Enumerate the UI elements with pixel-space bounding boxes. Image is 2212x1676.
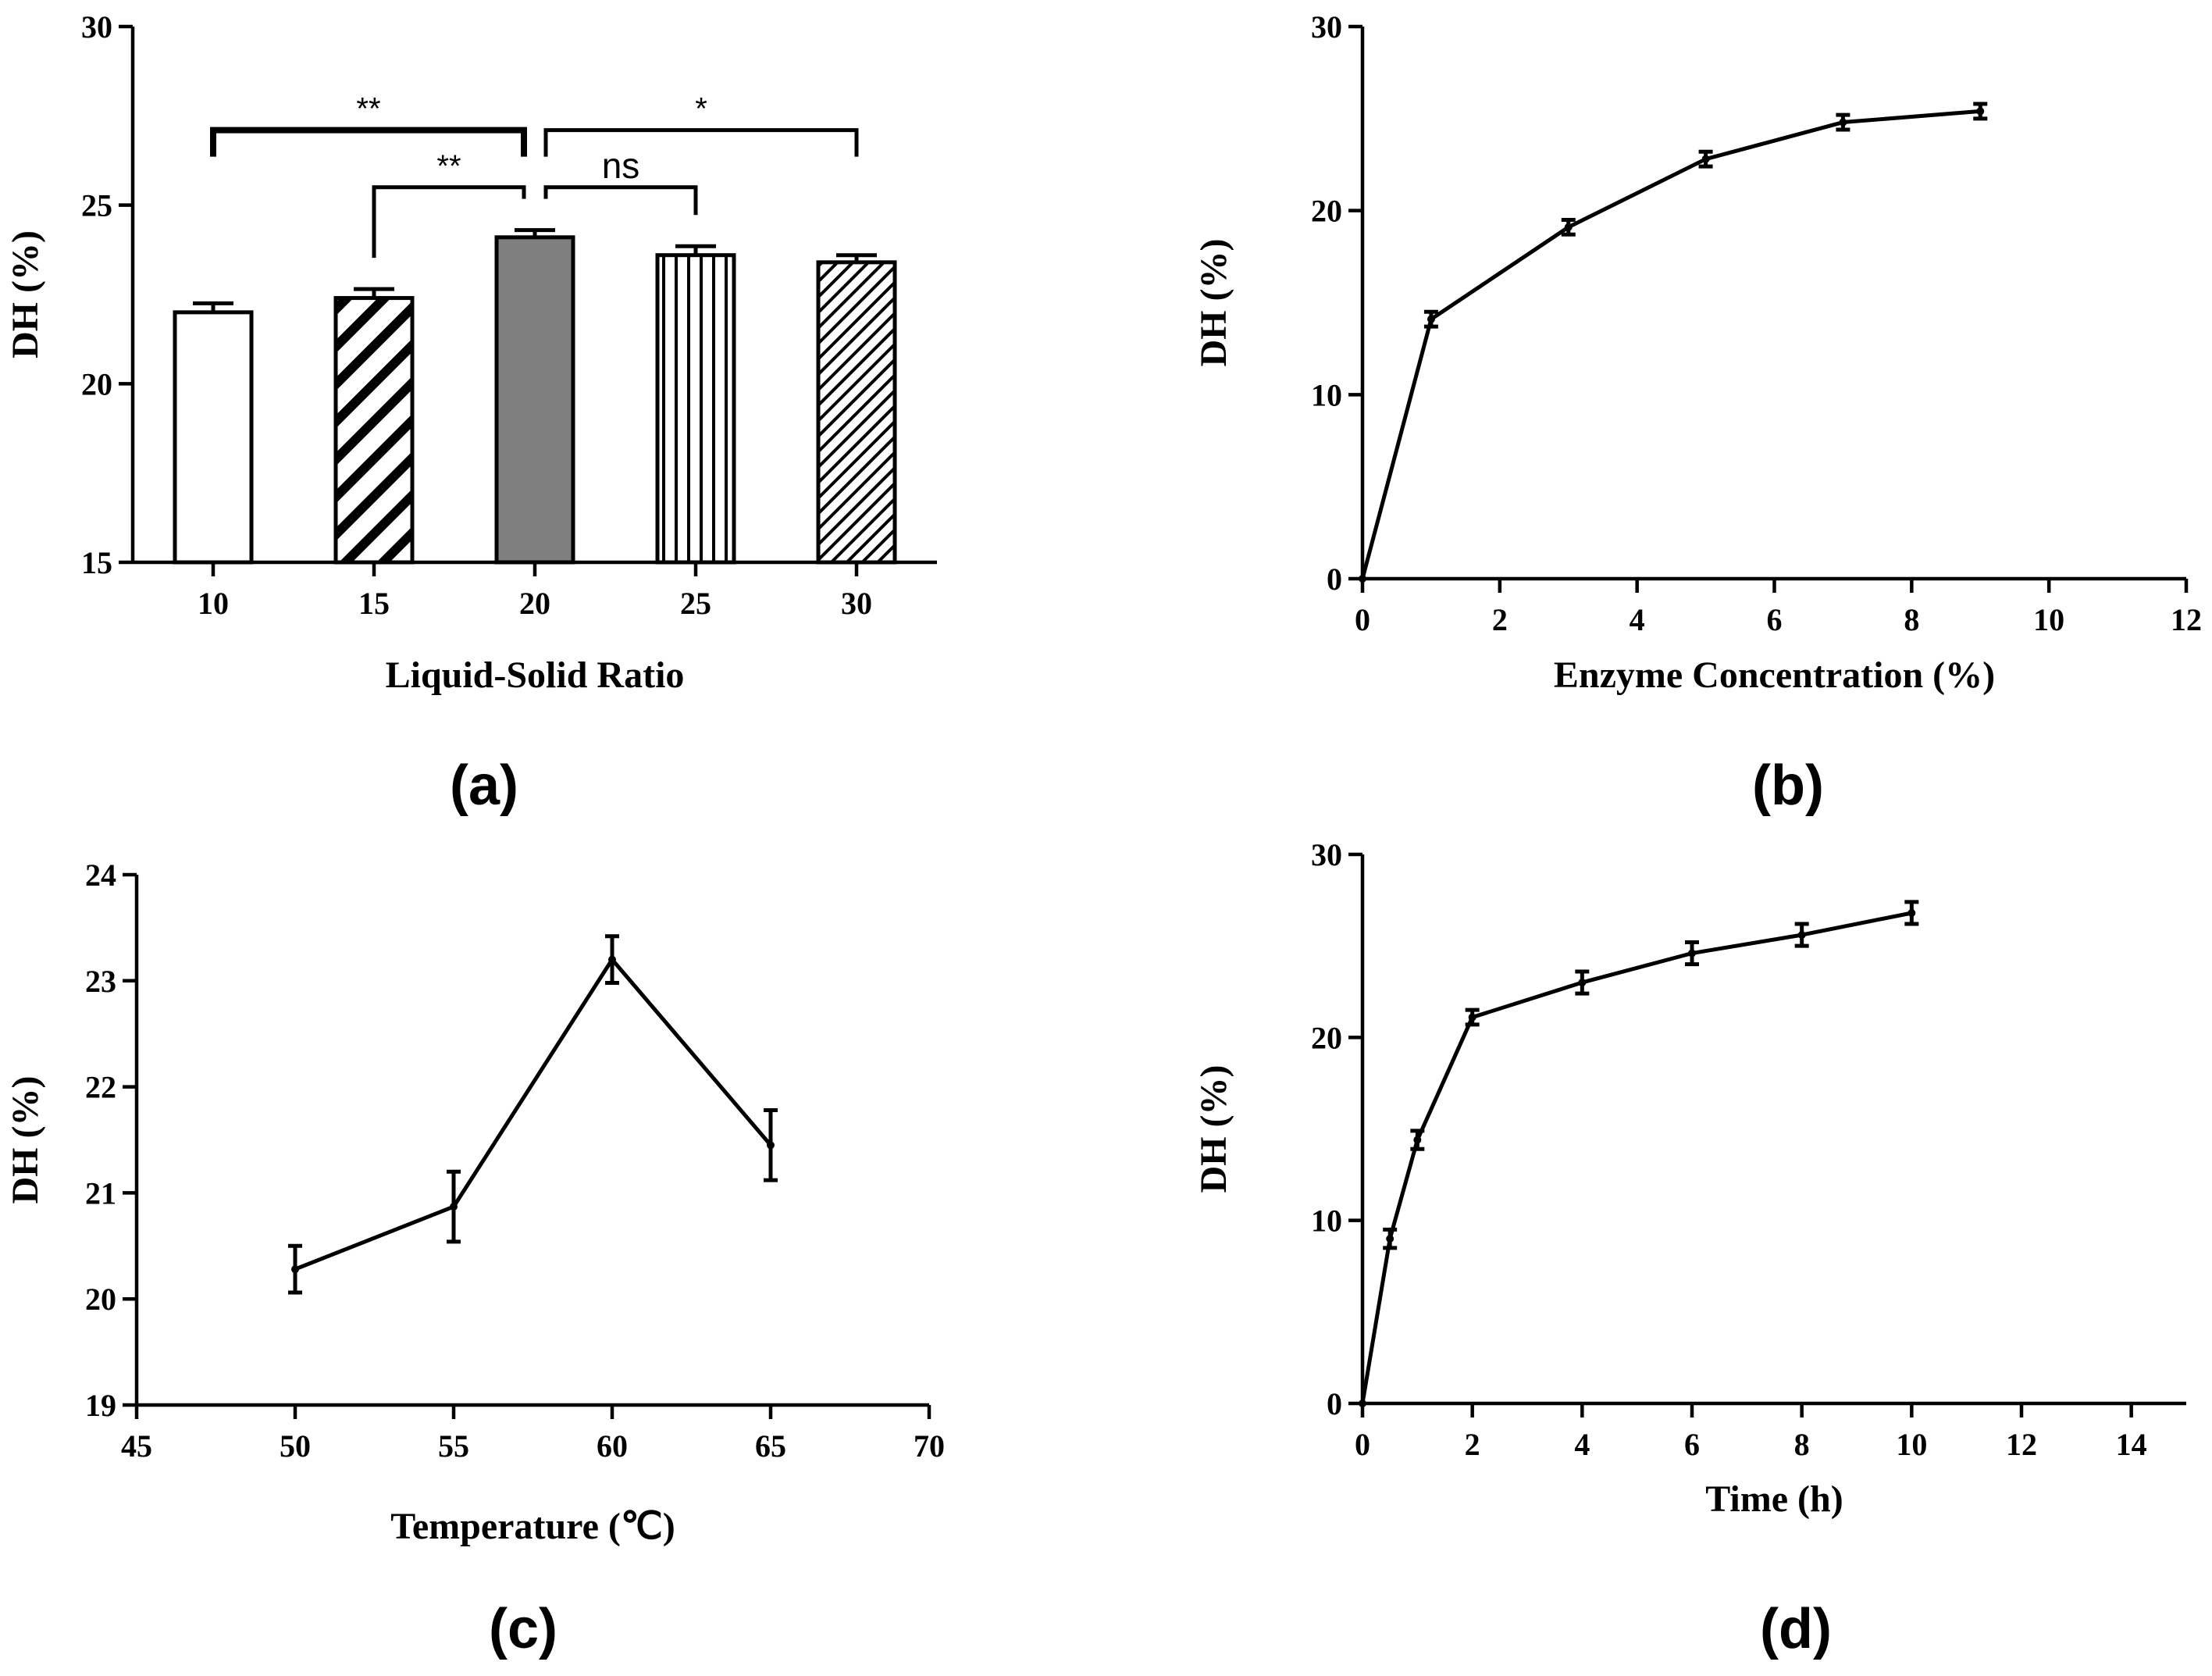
panel-b-chart: 0 2 4 6 8 10 12 0 10 20 30 Enzyme Concentration (%)…	[1193, 9, 2202, 817]
data-point	[1359, 575, 1366, 583]
panel-label: (d)	[1760, 1598, 1832, 1660]
data-point	[1413, 1136, 1422, 1144]
y-tick-label: 22	[85, 1070, 116, 1105]
data-point	[1564, 223, 1573, 231]
data-point	[1797, 931, 1806, 940]
y-tick-label: 23	[85, 964, 116, 999]
x-tick-label: 12	[2006, 1427, 2037, 1462]
y-tick-label: 15	[81, 545, 112, 580]
x-tick-label: 10	[1896, 1427, 1927, 1462]
y-tick-label: 10	[1311, 377, 1342, 412]
y-tick-label: 30	[1311, 837, 1342, 872]
data-point	[1578, 979, 1587, 987]
x-tick-label: 14	[2116, 1427, 2147, 1462]
y-tick-label: 20	[85, 1282, 116, 1317]
data-point	[450, 1203, 458, 1211]
data-point	[1701, 155, 1710, 163]
data-point	[767, 1141, 775, 1150]
panel-d-chart: 0 2 4 6 8 10 12 14 0 10 20 30 Time (h) DH (%) (d)	[1193, 837, 2186, 1660]
series-line	[294, 957, 772, 1271]
x-tick-label: 0	[1355, 1427, 1370, 1462]
x-tick-label: 12	[2171, 602, 2202, 637]
x-tick-label: 2	[1492, 602, 1508, 637]
data-point	[1468, 1013, 1476, 1022]
significance-bracket	[543, 128, 859, 157]
y-tick-label: 0	[1327, 562, 1342, 597]
y-tick-label: 30	[1311, 9, 1342, 45]
series-line	[1360, 109, 1981, 579]
bar	[655, 253, 736, 565]
x-axis-title: Enzyme Concentration (%)	[1554, 654, 1995, 696]
y-axis-title: DH (%)	[1193, 1065, 1234, 1193]
x-tick-label: 4	[1574, 1427, 1590, 1462]
x-tick-label: 70	[914, 1428, 945, 1464]
significance-bracket	[210, 127, 527, 157]
y-tick-label: 30	[81, 9, 112, 45]
panel-c-chart: 45 50 55 60 65 70 19 20 21 22 23 24 Temperature (℃) D…	[5, 858, 945, 1660]
x-tick-label: 6	[1684, 1427, 1700, 1462]
y-tick-label: 24	[85, 858, 116, 893]
x-tick-label: 8	[1904, 602, 1919, 637]
bar	[173, 310, 254, 565]
significance-label: **	[436, 149, 461, 184]
y-axis-title: DH (%)	[1193, 239, 1234, 367]
x-axis-title: Time (h)	[1705, 1478, 1843, 1520]
significance-label: ns	[602, 145, 640, 186]
data-point	[291, 1265, 299, 1274]
x-tick-label: 25	[680, 586, 711, 621]
y-tick-label: 21	[85, 1175, 116, 1211]
x-tick-label: 45	[121, 1428, 152, 1464]
data-point	[1359, 1400, 1366, 1407]
x-axis-title: Liquid-Solid Ratio	[386, 654, 685, 696]
x-tick-label: 0	[1355, 602, 1370, 637]
significance-bracket	[543, 185, 698, 216]
x-tick-label: 30	[841, 586, 872, 621]
x-tick-label: 10	[198, 586, 229, 621]
x-tick-label: 10	[2033, 602, 2064, 637]
significance-label: *	[695, 92, 707, 127]
x-tick-label: 20	[519, 586, 550, 621]
x-tick-label: 2	[1465, 1427, 1480, 1462]
y-tick-label: 0	[1327, 1386, 1342, 1421]
y-tick-label: 20	[1311, 1020, 1342, 1055]
data-point	[1386, 1235, 1395, 1243]
data-point	[1976, 107, 1985, 116]
bar	[333, 296, 415, 565]
bar	[494, 235, 575, 565]
bar	[816, 260, 897, 565]
y-tick-label: 20	[1311, 194, 1342, 229]
significance-label: **	[356, 92, 380, 127]
data-point	[1427, 315, 1435, 323]
series-line	[1360, 911, 1912, 1404]
significance-bracket	[372, 185, 526, 259]
y-tick-label: 19	[85, 1388, 116, 1423]
x-tick-label: 6	[1767, 602, 1783, 637]
data-point	[1907, 908, 1916, 917]
x-tick-label: 8	[1794, 1427, 1810, 1462]
x-tick-label: 60	[597, 1428, 628, 1464]
data-point	[1688, 949, 1696, 957]
data-point	[608, 955, 616, 964]
y-axis-title: DH (%)	[5, 230, 46, 358]
x-tick-label: 4	[1630, 602, 1645, 637]
x-tick-label: 55	[438, 1428, 469, 1464]
data-point	[1839, 118, 1847, 127]
x-axis-title: Temperature (℃)	[390, 1506, 675, 1547]
panel-label: (c)	[489, 1598, 557, 1660]
y-tick-label: 25	[81, 188, 112, 223]
panel-label: (a)	[450, 754, 518, 817]
x-tick-label: 15	[358, 586, 390, 621]
y-axis-title: DH (%)	[5, 1076, 46, 1204]
panel-a-chart: 15 20 25 30 Liquid-Solid Ratio DH (%) (a) 10 15 2…	[5, 9, 937, 817]
panel-label: (b)	[1752, 754, 1824, 817]
y-tick-label: 10	[1311, 1204, 1342, 1239]
x-tick-label: 50	[280, 1428, 311, 1464]
y-tick-label: 20	[81, 366, 112, 401]
x-tick-label: 65	[755, 1428, 786, 1464]
